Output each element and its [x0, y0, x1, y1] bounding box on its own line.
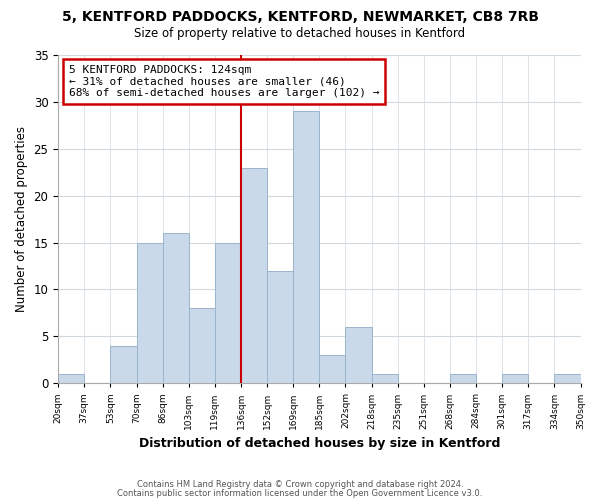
Text: 5, KENTFORD PADDOCKS, KENTFORD, NEWMARKET, CB8 7RB: 5, KENTFORD PADDOCKS, KENTFORD, NEWMARKE…: [62, 10, 539, 24]
Bar: [241, 168, 267, 384]
Bar: [163, 233, 189, 384]
X-axis label: Distribution of detached houses by size in Kentford: Distribution of detached houses by size …: [139, 437, 500, 450]
Bar: [137, 242, 163, 384]
Bar: [371, 374, 398, 384]
Bar: [267, 270, 293, 384]
Bar: [293, 112, 319, 384]
Text: Size of property relative to detached houses in Kentford: Size of property relative to detached ho…: [134, 28, 466, 40]
Bar: [58, 374, 84, 384]
Text: 5 KENTFORD PADDOCKS: 124sqm
← 31% of detached houses are smaller (46)
68% of sem: 5 KENTFORD PADDOCKS: 124sqm ← 31% of det…: [68, 65, 379, 98]
Text: Contains public sector information licensed under the Open Government Licence v3: Contains public sector information licen…: [118, 488, 482, 498]
Text: Contains HM Land Registry data © Crown copyright and database right 2024.: Contains HM Land Registry data © Crown c…: [137, 480, 463, 489]
Y-axis label: Number of detached properties: Number of detached properties: [15, 126, 28, 312]
Bar: [189, 308, 215, 384]
Bar: [319, 355, 346, 384]
Bar: [346, 327, 371, 384]
Bar: [554, 374, 581, 384]
Bar: [215, 242, 241, 384]
Bar: [110, 346, 137, 384]
Bar: [450, 374, 476, 384]
Bar: [502, 374, 528, 384]
